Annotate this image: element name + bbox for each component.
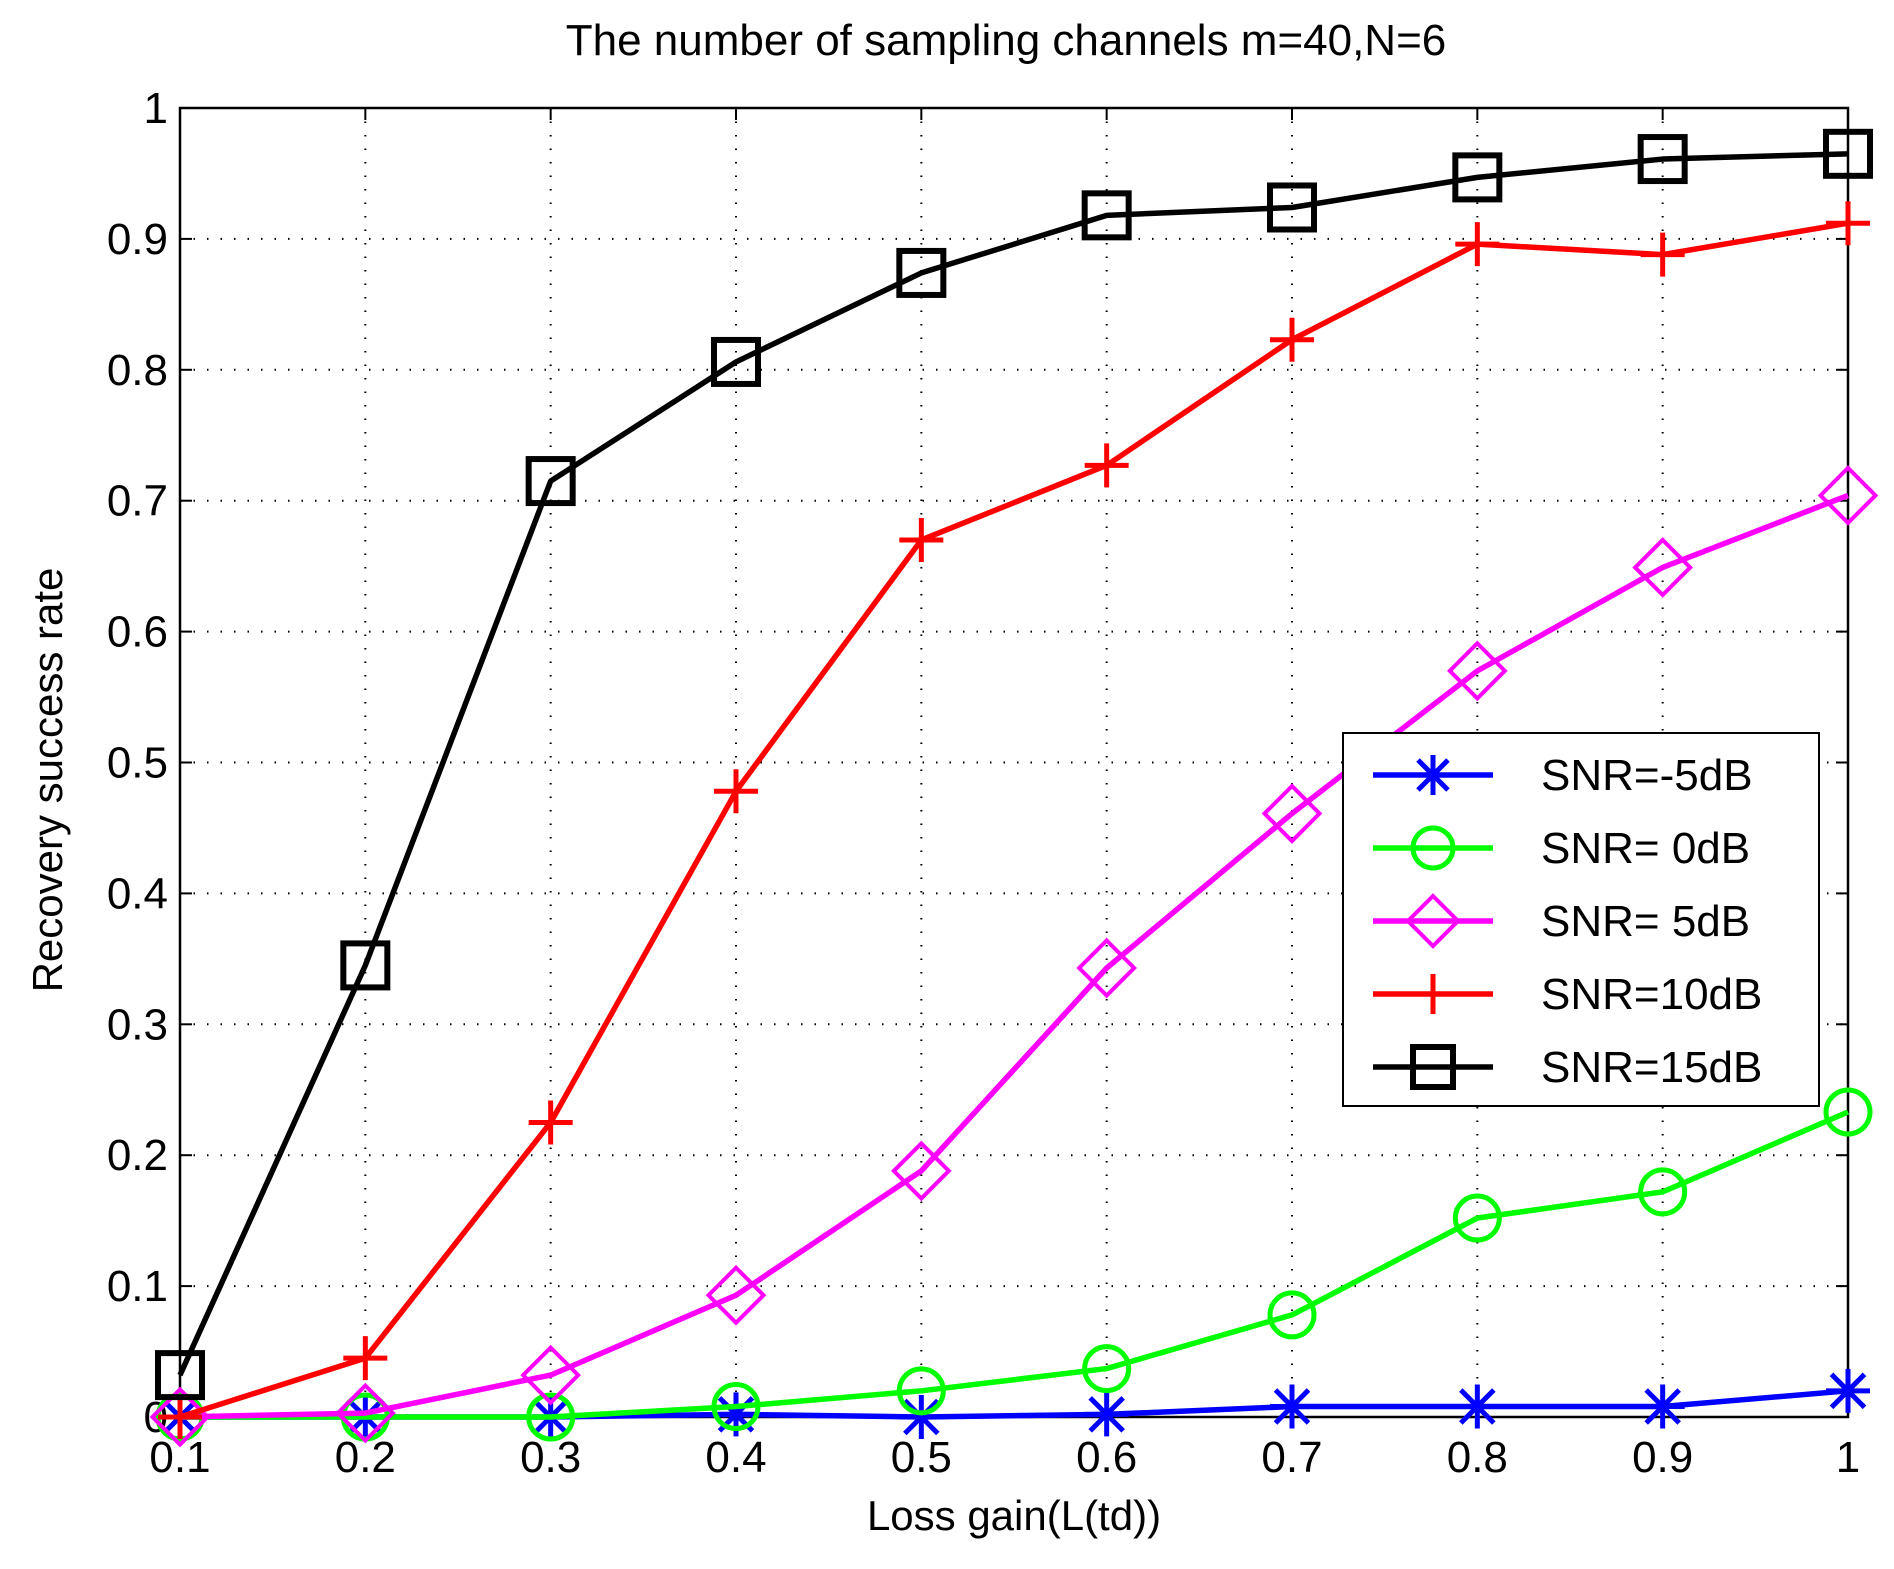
y-tick-label: 1 [144,84,168,133]
data-point-asterisk-d2 [1829,1372,1867,1410]
legend-label: SNR=-5dB [1541,751,1753,800]
data-point-plus [1413,974,1453,1014]
series-line [179,220,1849,1420]
x-tick-label: 0.5 [891,1433,952,1482]
data-point-plus [899,517,944,562]
y-tick-label: 0.2 [107,1131,168,1180]
series-snr-15db [155,128,1873,1401]
data-point-diamond [891,1140,952,1202]
data-point-square [1081,190,1132,241]
data-point-plus [158,1395,202,1439]
data-point-circle [526,1392,576,1442]
series-line [179,492,1849,1420]
y-tick-label: 0.3 [107,1000,168,1049]
legend-item: SNR=15dB [1373,1043,1762,1092]
series-line [180,1109,1850,1420]
x-tick-label: 0.8 [1447,1433,1508,1482]
data-point-asterisk-d2 [1459,1388,1496,1425]
data-series [149,128,1879,1448]
data-point-square [896,247,947,298]
data-point-plus [1455,222,1500,267]
data-point-diamond [1405,893,1461,949]
data-point-asterisk-d2 [903,1398,940,1436]
y-tick-label: 0.5 [107,739,168,788]
x-tick-label: 0.9 [1632,1433,1693,1482]
data-point-square [1267,182,1317,233]
data-point-plus [1826,201,1870,246]
data-point-asterisk-d2 [1644,1388,1681,1425]
data-point-asterisk-d2 [1088,1396,1125,1433]
y-tick-label: 0.7 [107,477,168,526]
data-point-asterisk [1640,1384,1685,1429]
data-point-circle [1452,1193,1502,1243]
data-point-circle [711,1382,761,1432]
data-point-circle [1410,825,1456,871]
y-axis-label: Recovery success rate [24,568,71,993]
data-point-circle [1823,1087,1873,1137]
data-point-circle [1267,1290,1317,1340]
x-tick-label: 0.4 [705,1433,766,1482]
data-point-asterisk [1084,1392,1129,1437]
chart-title: The number of sampling channels m=40,N=6 [566,16,1447,65]
data-point-asterisk [899,1395,944,1439]
series-snr-10db [158,201,1870,1439]
x-tick-label: 0.7 [1261,1433,1322,1482]
data-point-plus [1270,317,1314,362]
data-point-diamond [149,1386,211,1448]
series-line [177,151,1849,1377]
data-point-diamond [1076,937,1137,999]
x-axis-label: Loss gain(L(td)) [867,1492,1161,1539]
data-point-asterisk-d2 [1416,758,1450,792]
y-tick-label: 0.4 [107,869,168,918]
data-point-diamond [1447,640,1508,702]
data-point-diamond [1817,465,1879,526]
data-point-square [1823,128,1873,179]
y-tick-label: 0.1 [107,1262,168,1311]
series-snr-5db [149,465,1879,1448]
data-point-diamond [335,1382,396,1444]
data-point-diamond [1632,537,1693,598]
data-point-square [711,336,761,387]
y-tick-label: 0.6 [107,608,168,657]
data-point-square [1410,1044,1456,1090]
legend-item: SNR= 5dB [1373,893,1750,949]
legend-label: SNR= 0dB [1541,824,1750,873]
legend: SNR=-5dB SNR= 0dB SNR= 5dB SNR=10dB SNR=15dB [1342,732,1820,1107]
data-point-diamond [520,1344,581,1406]
data-point-plus [714,769,758,814]
data-point-diamond [1261,783,1323,844]
legend-item: SNR=-5dB [1373,751,1753,800]
data-point-circle [1638,1167,1688,1217]
data-point-square [525,456,576,507]
data-point-plus [1640,232,1685,277]
data-point-plus [528,1100,573,1145]
data-point-plus [1084,443,1129,488]
legend-label: SNR=10dB [1541,970,1762,1019]
data-point-diamond [705,1264,767,1326]
data-point-square [340,940,391,991]
legend-item: SNR=10dB [1373,970,1762,1019]
legend-label: SNR=15dB [1541,1043,1762,1092]
data-point-circle [896,1366,946,1416]
data-point-square [1637,134,1688,185]
data-point-asterisk [1455,1384,1500,1429]
legend-item: SNR= 0dB [1373,824,1750,873]
y-tick-label: 0.8 [107,346,168,395]
data-point-circle [1082,1344,1132,1394]
legend-label: SNR= 5dB [1541,897,1750,946]
data-point-plus [343,1336,388,1381]
data-point-square [155,1350,205,1401]
x-tick-label: 1 [1836,1433,1860,1482]
x-tick-label: 0.6 [1076,1433,1137,1482]
data-point-asterisk-d2 [1273,1388,1311,1425]
data-point-square [1452,152,1503,203]
data-point-asterisk [1413,755,1453,795]
data-point-asterisk [1270,1384,1314,1429]
y-tick-label: 0.9 [107,215,168,264]
data-point-asterisk [1826,1368,1870,1413]
